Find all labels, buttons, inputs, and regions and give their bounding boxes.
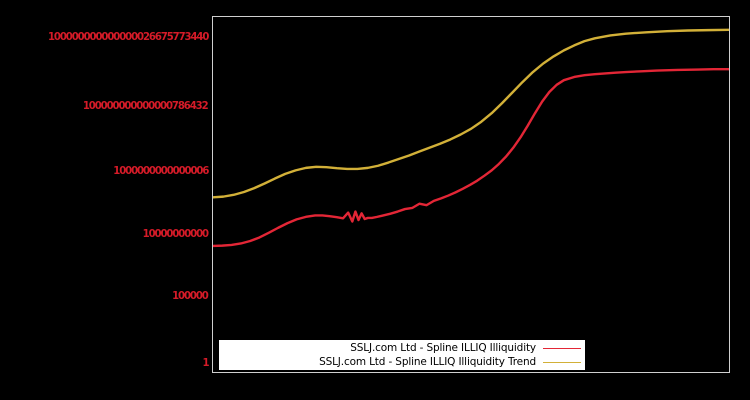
plot-area <box>212 16 730 373</box>
legend-line-swatch-icon <box>543 347 581 349</box>
legend-item-label: SSLJ.com Ltd - Spline ILLIQ Illiquidity … <box>319 356 536 368</box>
legend: SSLJ.com Ltd - Spline ILLIQ Illiquidity … <box>218 339 586 371</box>
series-line-main <box>213 69 729 246</box>
y-tick-label: 10000000000 <box>142 227 209 240</box>
legend-item: SSLJ.com Ltd - Spline ILLIQ Illiquidity … <box>219 355 585 369</box>
legend-item-label: SSLJ.com Ltd - Spline ILLIQ Illiquidity <box>350 342 536 354</box>
y-tick-label: 1000000000000006 <box>112 164 209 177</box>
y-axis-tick-labels: 100000000000000026675773440 100000000000… <box>0 0 210 400</box>
series-canvas <box>213 17 729 372</box>
y-tick-label: 100000000000000786432 <box>83 99 209 112</box>
y-tick-label: 100000 <box>172 289 209 302</box>
legend-line-swatch-icon <box>543 361 581 363</box>
legend-item: SSLJ.com Ltd - Spline ILLIQ Illiquidity <box>219 341 585 355</box>
y-tick-label: 1 <box>202 356 209 369</box>
series-line-trend <box>213 30 729 198</box>
y-tick-label: 100000000000000026675773440 <box>47 30 209 43</box>
